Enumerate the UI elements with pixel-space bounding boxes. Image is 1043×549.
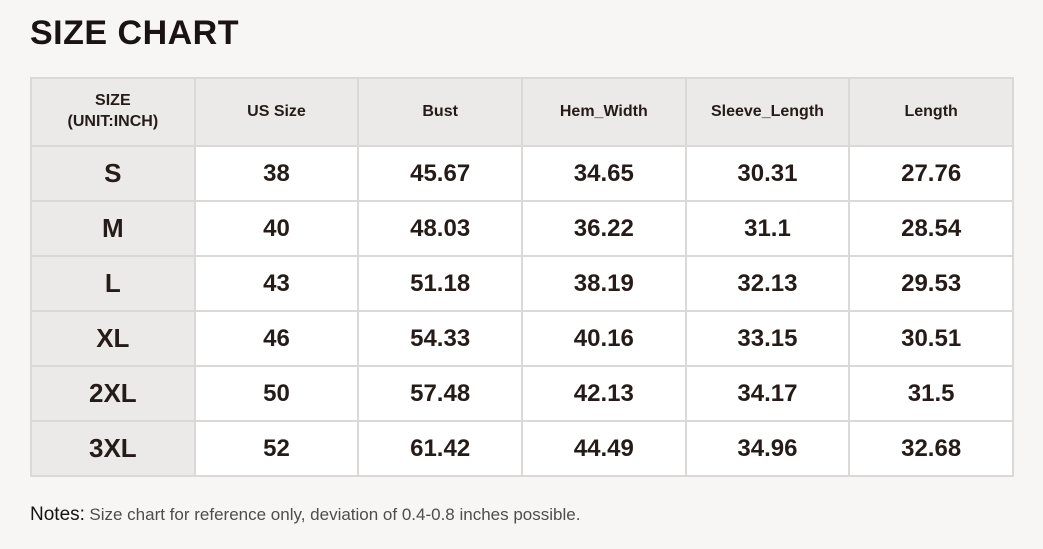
size-cell: XL [30, 310, 196, 367]
table-row-s: S 38 45.67 34.65 30.31 27.76 [30, 145, 1014, 202]
data-cell: 42.13 [520, 365, 687, 422]
data-cell: 45.67 [357, 145, 523, 202]
header-cell-length: Length [848, 77, 1014, 147]
header-cell-hem-width: Hem_Width [520, 77, 687, 147]
data-cell: 34.96 [684, 420, 851, 477]
data-cell: 30.31 [684, 145, 851, 202]
header-size-line: SIZE [95, 92, 131, 110]
table-row-3xl: 3XL 52 61.42 44.49 34.96 32.68 [30, 420, 1014, 477]
data-cell: 29.53 [848, 255, 1014, 312]
notes-text: Size chart for reference only, deviation… [89, 505, 581, 524]
table-row-l: L 43 51.18 38.19 32.13 29.53 [30, 255, 1014, 312]
data-cell: 36.22 [520, 200, 687, 257]
size-cell: M [30, 200, 196, 257]
data-cell: 50 [193, 365, 360, 422]
data-cell: 27.76 [848, 145, 1014, 202]
data-cell: 34.65 [520, 145, 687, 202]
data-cell: 34.17 [684, 365, 851, 422]
data-cell: 61.42 [357, 420, 523, 477]
data-cell: 38.19 [520, 255, 687, 312]
page-title: SIZE CHART [30, 14, 239, 52]
header-cell-bust: Bust [357, 77, 523, 147]
header-unit-line: (UNIT:INCH) [67, 113, 159, 130]
data-cell: 32.68 [848, 420, 1014, 477]
data-cell: 48.03 [357, 200, 523, 257]
data-cell: 40 [193, 200, 360, 257]
data-cell: 38 [193, 145, 360, 202]
table-row-xl: XL 46 54.33 40.16 33.15 30.51 [30, 310, 1014, 367]
data-cell: 33.15 [684, 310, 851, 367]
data-cell: 43 [193, 255, 360, 312]
size-cell: 3XL [30, 420, 196, 477]
header-cell-sleeve-length: Sleeve_Length [684, 77, 851, 147]
data-cell: 30.51 [848, 310, 1014, 367]
data-cell: 51.18 [357, 255, 523, 312]
size-cell: 2XL [30, 365, 196, 422]
data-cell: 54.33 [357, 310, 523, 367]
header-row: SIZE (UNIT:INCH) US Size Bust Hem_Width … [30, 77, 1014, 147]
header-cell-size-unit: SIZE (UNIT:INCH) [30, 77, 196, 147]
data-cell: 52 [193, 420, 360, 477]
data-cell: 44.49 [520, 420, 687, 477]
data-cell: 31.1 [684, 200, 851, 257]
data-cell: 57.48 [357, 365, 523, 422]
notes: Notes: Size chart for reference only, de… [30, 504, 1013, 526]
table-row-2xl: 2XL 50 57.48 42.13 34.17 31.5 [30, 365, 1014, 422]
data-cell: 31.5 [848, 365, 1014, 422]
data-cell: 28.54 [848, 200, 1014, 257]
table-row-m: M 40 48.03 36.22 31.1 28.54 [30, 200, 1014, 257]
size-cell: S [30, 145, 196, 202]
data-cell: 32.13 [684, 255, 851, 312]
data-cell: 46 [193, 310, 360, 367]
notes-label: Notes: [30, 504, 85, 525]
header-cell-us-size: US Size [193, 77, 360, 147]
size-cell: L [30, 255, 196, 312]
data-cell: 40.16 [520, 310, 687, 367]
size-chart-table: SIZE (UNIT:INCH) US Size Bust Hem_Width … [30, 77, 1014, 477]
